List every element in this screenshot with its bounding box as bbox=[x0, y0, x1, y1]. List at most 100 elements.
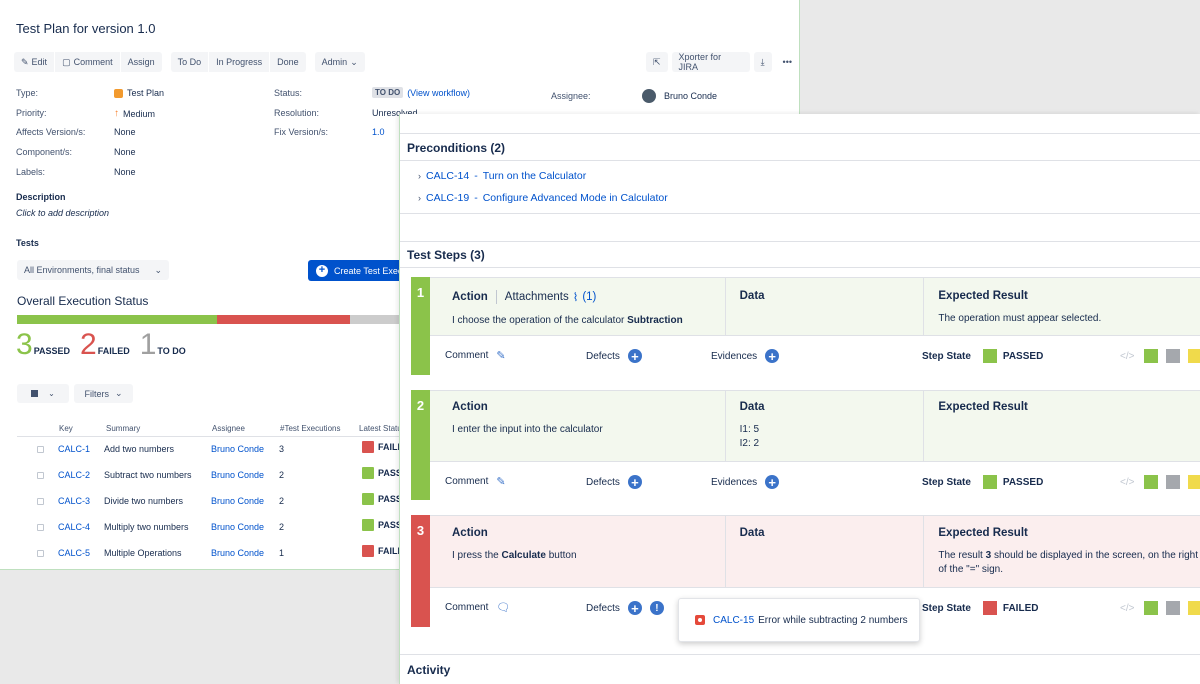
add-defect-icon[interactable]: + bbox=[627, 349, 642, 363]
step-number: 3 bbox=[411, 515, 430, 627]
comment-control[interactable]: Comment ✎ bbox=[445, 476, 506, 488]
avatar bbox=[642, 89, 656, 103]
status-swatch-passed[interactable] bbox=[1144, 349, 1159, 363]
step-state: Step State FAILED bbox=[922, 601, 1039, 615]
comment-control[interactable]: Comment ✎ bbox=[445, 350, 506, 362]
table-row[interactable]: CALC-4 Multiply two numbers Bruno Conde 2 PA… bbox=[0, 519, 414, 548]
todo-button[interactable]: To Do bbox=[170, 52, 209, 72]
row-key-link[interactable]: CALC-5 bbox=[58, 548, 91, 558]
column-key[interactable]: Key bbox=[59, 424, 73, 433]
status-swatch-executing[interactable] bbox=[1188, 349, 1200, 363]
row-checkbox[interactable] bbox=[37, 445, 44, 455]
state-text: PASSED bbox=[1002, 350, 1044, 362]
status-swatch-passed[interactable] bbox=[1144, 475, 1159, 489]
comment-button[interactable]: ▢ Comment bbox=[55, 52, 120, 72]
table-row[interactable]: CALC-1 Add two numbers Bruno Conde 3 FAILED bbox=[0, 441, 410, 470]
assign-button[interactable]: Assign bbox=[120, 52, 162, 72]
row-key-link[interactable]: CALC-1 bbox=[58, 444, 91, 454]
add-evidence-icon[interactable]: + bbox=[765, 349, 780, 363]
row-status: FAILED bbox=[362, 441, 410, 453]
precondition-item[interactable]: › CALC-14- Turn on the Calculator bbox=[418, 170, 587, 182]
share-icon: ⇱ bbox=[653, 56, 661, 67]
view-mode-dropdown[interactable]: ⌄ bbox=[17, 384, 69, 403]
xporter-button[interactable]: Xporter for JIRA bbox=[671, 52, 750, 72]
row-summary: Multiple Operations bbox=[104, 548, 182, 558]
row-status: PASSED bbox=[362, 467, 414, 479]
done-button[interactable]: Done bbox=[270, 52, 306, 72]
bug-icon bbox=[695, 615, 705, 625]
row-status: PASSED bbox=[362, 519, 414, 531]
action-heading: Action bbox=[452, 527, 488, 539]
row-key-link[interactable]: CALC-2 bbox=[58, 470, 91, 480]
row-key-link[interactable]: CALC-4 bbox=[58, 522, 91, 532]
action-column: Action I press the Calculate button bbox=[430, 516, 726, 587]
table-row[interactable]: CALC-2 Subtract two numbers Bruno Conde 2 PA… bbox=[0, 467, 414, 496]
create-test-execution-button[interactable]: + Create Test Execution bbox=[308, 260, 428, 281]
description-placeholder[interactable]: Click to add description bbox=[16, 208, 110, 218]
defects-control: Defects +! bbox=[586, 601, 664, 615]
progress-passed bbox=[17, 315, 217, 324]
progress-todo bbox=[350, 315, 417, 324]
defect-key-link[interactable]: CALC-15 bbox=[713, 614, 755, 626]
column-executions[interactable]: #Test Executions bbox=[280, 424, 341, 433]
add-defect-icon[interactable]: + bbox=[627, 475, 642, 489]
status-swatch-executing[interactable] bbox=[1188, 475, 1200, 489]
column-assignee[interactable]: Assignee bbox=[212, 424, 245, 433]
filters-dropdown[interactable]: Filters ⌄ bbox=[74, 384, 133, 403]
row-key-link[interactable]: CALC-3 bbox=[58, 496, 91, 506]
row-checkbox[interactable] bbox=[37, 523, 44, 533]
row-checkbox[interactable] bbox=[37, 497, 44, 507]
row-assignee-link[interactable]: Bruno Conde bbox=[211, 548, 265, 558]
row-assignee-link[interactable]: Bruno Conde bbox=[211, 444, 265, 454]
overall-execution-heading: Overall Execution Status bbox=[17, 294, 149, 308]
export-button[interactable]: ⤓ bbox=[753, 52, 772, 72]
todo-count: 1 TO DO bbox=[139, 328, 186, 361]
step-state: Step State PASSED bbox=[922, 475, 1044, 489]
exclamation-icon[interactable]: ! bbox=[649, 601, 664, 615]
type-value: Test Plan bbox=[114, 88, 164, 98]
defect-popup[interactable]: CALC-15 Error while subtracting 2 number… bbox=[678, 598, 920, 642]
status-swatch-todo[interactable] bbox=[1166, 349, 1181, 363]
admin-dropdown[interactable]: Admin ⌄ bbox=[314, 52, 365, 72]
status-swatches: </> bbox=[1120, 349, 1200, 363]
add-evidence-icon[interactable]: + bbox=[765, 475, 780, 489]
row-checkbox[interactable] bbox=[37, 471, 44, 481]
data-heading: Data bbox=[739, 527, 765, 539]
environment-select[interactable]: All Environments, final status ⌄ bbox=[17, 260, 169, 280]
action-heading: Action bbox=[452, 291, 488, 303]
share-button[interactable]: ⇱ bbox=[646, 52, 668, 72]
precondition-item[interactable]: › CALC-19- Configure Advanced Mode in Calc… bbox=[418, 192, 668, 204]
row-checkbox[interactable] bbox=[37, 549, 44, 559]
test-steps-heading: Test Steps (3) bbox=[407, 248, 485, 262]
pencil-icon: ✎ bbox=[496, 350, 506, 362]
comment-control[interactable]: Comment 🗨 bbox=[445, 602, 511, 614]
step-number: 1 bbox=[411, 277, 430, 375]
row-status: FAILED bbox=[362, 545, 410, 557]
test-step-2: 2 Action I enter the input into the calc… bbox=[411, 390, 1200, 501]
edit-button[interactable]: ✎ Edit bbox=[14, 52, 55, 72]
view-workflow-link[interactable]: (View workflow) bbox=[407, 87, 471, 98]
attachments-link[interactable]: Attachments ⌇ (1) bbox=[495, 290, 596, 304]
precondition-key: CALC-19 bbox=[426, 192, 470, 204]
table-row[interactable]: CALC-3 Divide two numbers Bruno Conde 2 PASS… bbox=[0, 493, 414, 522]
table-row[interactable]: CALC-5 Multiple Operations Bruno Conde 1 FAI… bbox=[0, 545, 410, 569]
fix-version-value[interactable]: 1.0 bbox=[372, 127, 385, 137]
arrow-up-icon: ↑ bbox=[114, 108, 119, 119]
expected-heading: Expected Result bbox=[938, 527, 1028, 539]
status-swatch-todo[interactable] bbox=[1166, 475, 1181, 489]
status-swatch-todo[interactable] bbox=[1166, 601, 1181, 615]
row-executions: 3 bbox=[279, 444, 285, 454]
row-executions: 2 bbox=[279, 522, 285, 532]
column-summary[interactable]: Summary bbox=[106, 424, 141, 433]
status-swatch-passed[interactable] bbox=[1144, 601, 1159, 615]
status-swatch-executing[interactable] bbox=[1188, 601, 1200, 615]
add-defect-icon[interactable]: + bbox=[627, 601, 642, 615]
in-progress-button[interactable]: In Progress bbox=[209, 52, 270, 72]
row-assignee-link[interactable]: Bruno Conde bbox=[211, 496, 265, 506]
column-latest-status[interactable]: Latest Status bbox=[359, 424, 406, 433]
row-assignee-link[interactable]: Bruno Conde bbox=[211, 522, 265, 532]
row-assignee-link[interactable]: Bruno Conde bbox=[211, 470, 265, 480]
priority-value: ↑ Medium bbox=[114, 108, 156, 119]
code-icon: </> bbox=[1120, 602, 1135, 614]
more-button[interactable]: ••• bbox=[776, 52, 799, 72]
